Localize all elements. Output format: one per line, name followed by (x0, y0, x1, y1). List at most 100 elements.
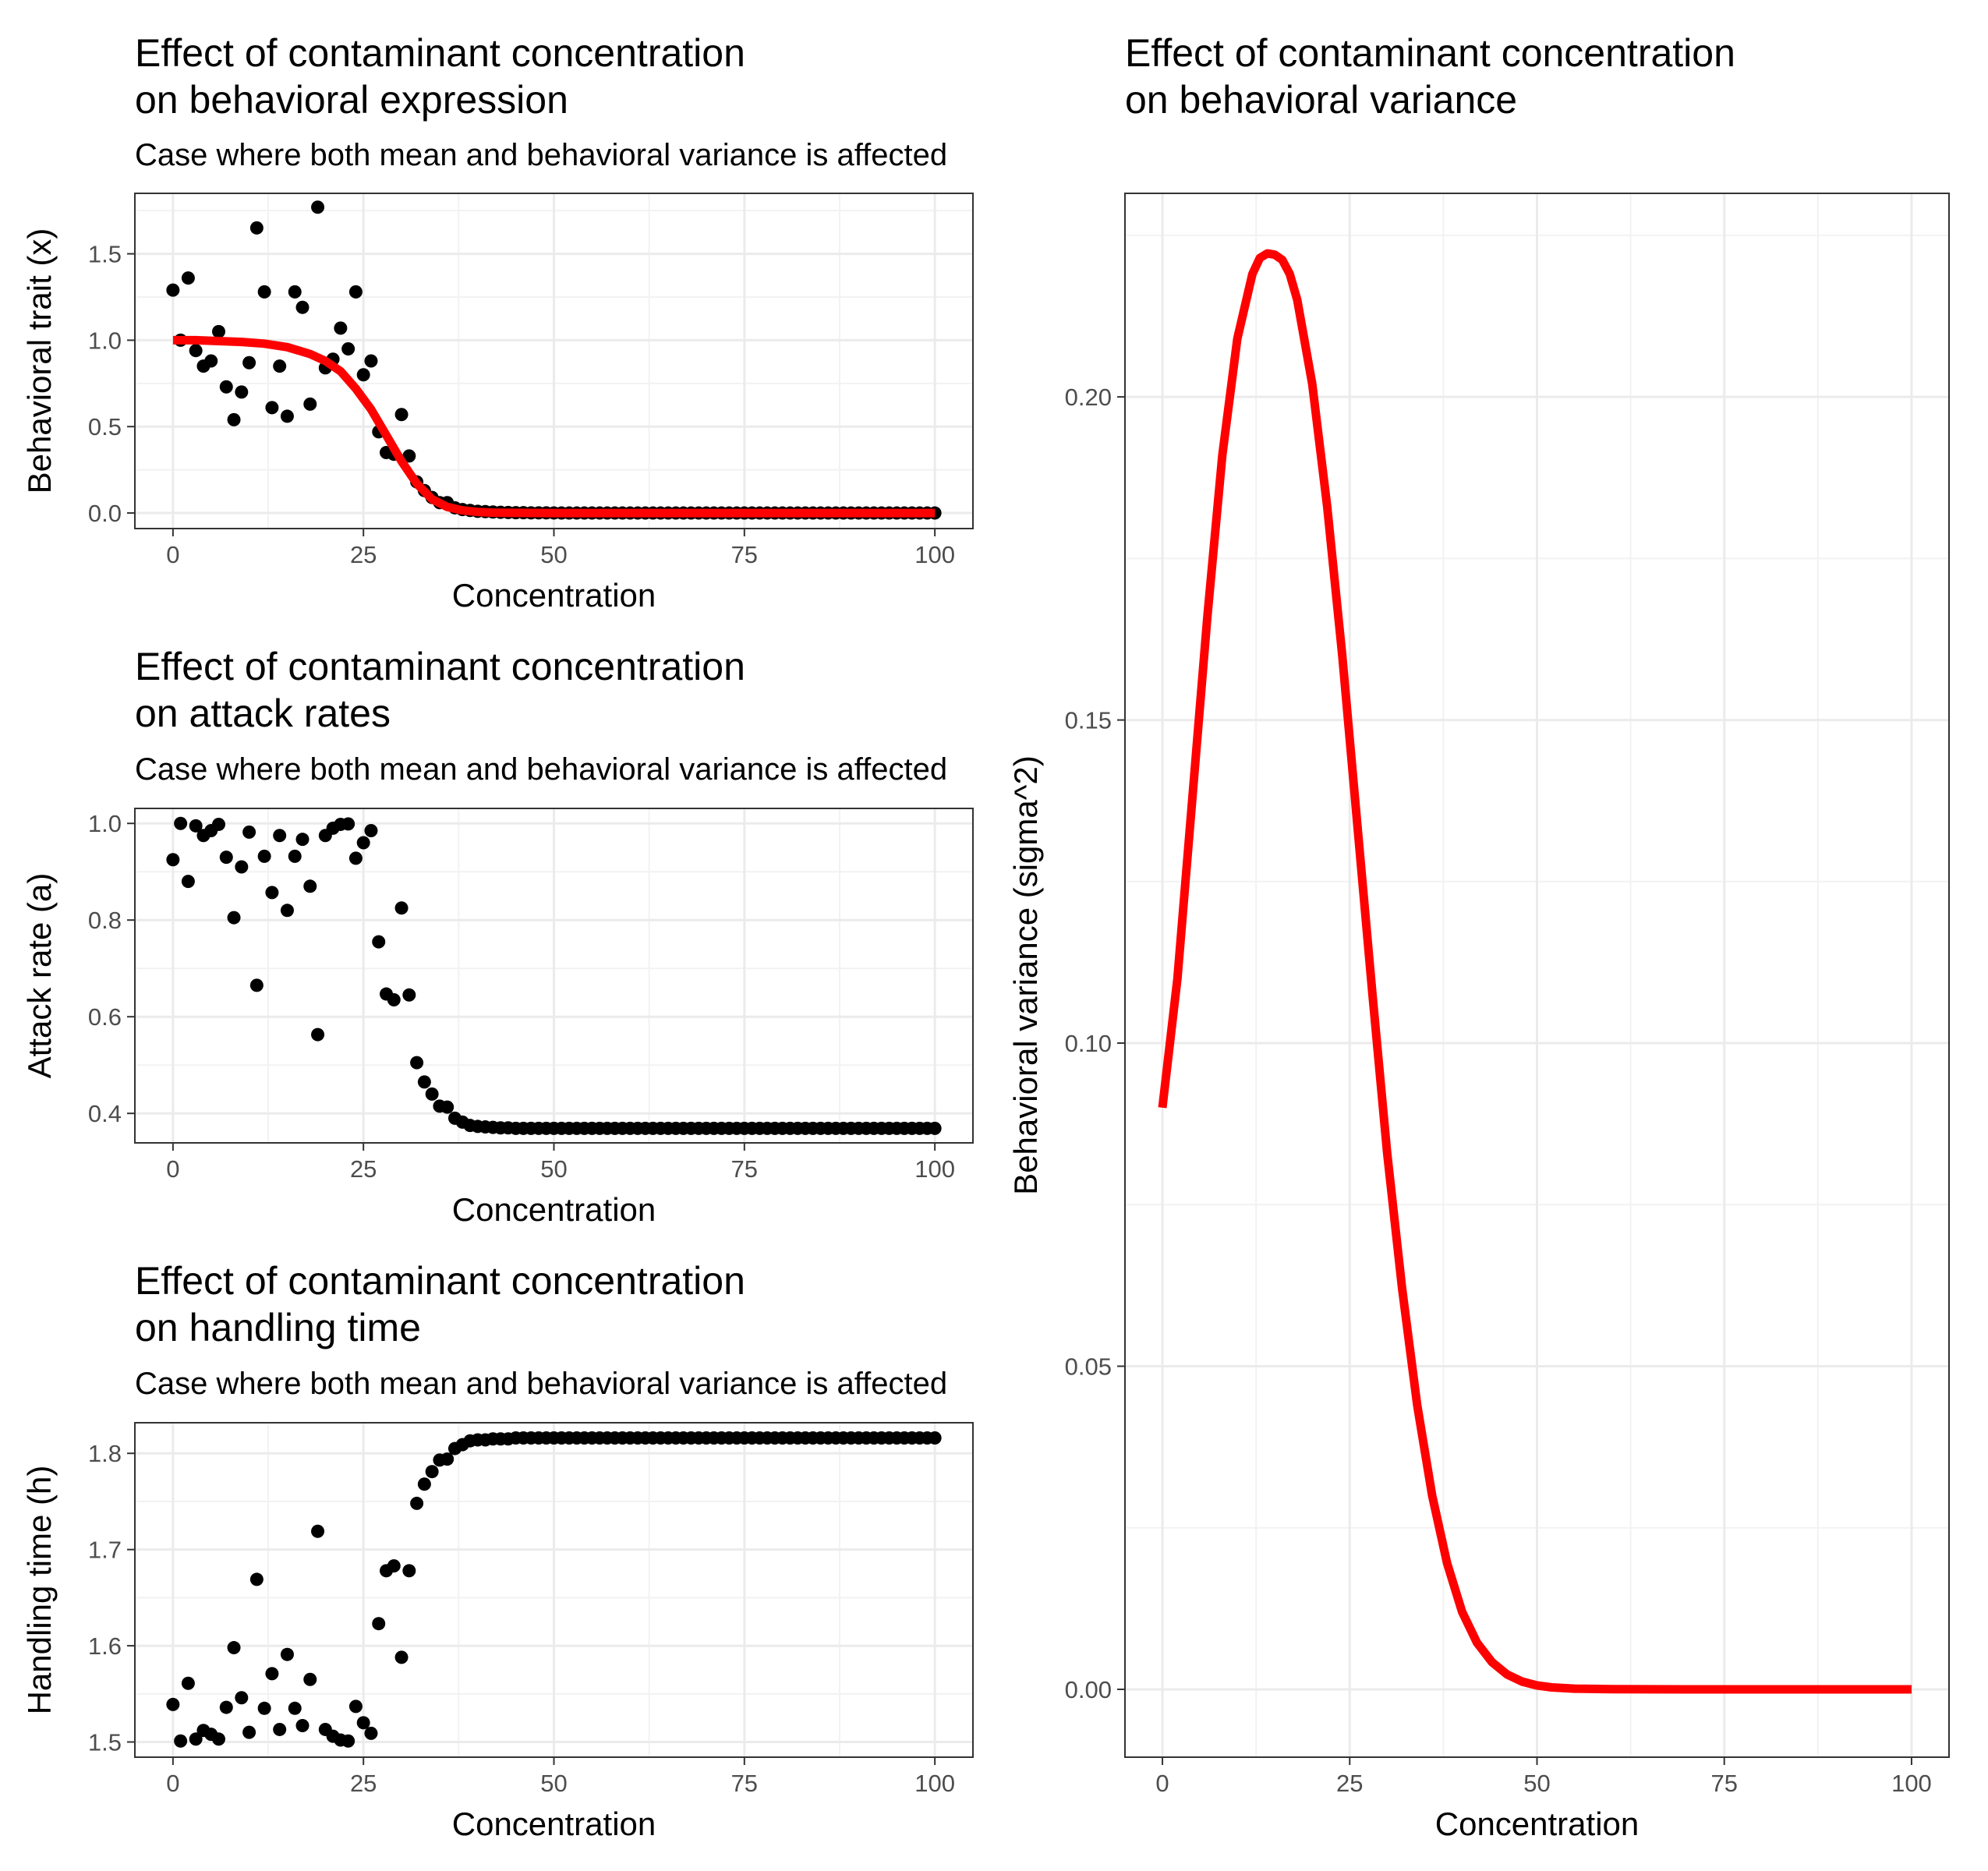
data-point (280, 904, 294, 918)
data-point (425, 1465, 439, 1479)
data-point (394, 901, 409, 915)
data-point (257, 1701, 271, 1715)
chart-subtitle: Case where both mean and behavioral vari… (135, 138, 947, 172)
data-point (189, 344, 203, 358)
x-tick-label: 50 (540, 1155, 567, 1183)
data-point (189, 1732, 203, 1746)
x-tick-label: 0 (166, 541, 179, 568)
data-point (227, 1641, 241, 1655)
data-point (303, 397, 317, 411)
data-point (303, 1672, 317, 1686)
data-point (235, 1691, 249, 1705)
y-tick-label: 1.5 (88, 241, 122, 268)
data-point (227, 412, 241, 426)
data-point (280, 409, 294, 423)
data-point (265, 401, 279, 415)
x-tick-label: 25 (350, 1155, 377, 1183)
data-point (387, 1559, 401, 1573)
chart-title-line: on attack rates (135, 691, 391, 735)
y-tick-label: 0.05 (1065, 1353, 1112, 1381)
x-tick-label: 25 (350, 541, 377, 568)
data-point (348, 285, 363, 299)
x-axis-title: Concentration (1435, 1806, 1640, 1842)
x-tick-label: 50 (540, 541, 567, 568)
data-point (273, 829, 287, 843)
data-point (410, 1056, 424, 1070)
data-point (212, 817, 225, 831)
data-point (417, 1477, 431, 1491)
x-tick-label: 100 (1891, 1770, 1932, 1797)
x-tick-label: 50 (540, 1770, 567, 1797)
data-point (295, 1719, 310, 1733)
data-point (372, 935, 386, 949)
data-point (181, 1676, 195, 1690)
x-axis-title: Concentration (452, 577, 656, 614)
data-point (402, 988, 416, 1002)
data-point (219, 380, 233, 394)
data-point (166, 1697, 180, 1711)
fitted-curve (1158, 249, 1912, 1694)
y-tick-label: 1.0 (88, 327, 122, 354)
data-layer (166, 200, 942, 520)
data-point (280, 1647, 294, 1661)
x-axis-title: Concentration (452, 1806, 656, 1842)
data-point (356, 1716, 370, 1730)
y-tick-label: 0.8 (88, 907, 122, 934)
x-tick-label: 100 (914, 541, 955, 568)
data-point (364, 824, 378, 838)
y-tick-label: 0.15 (1065, 707, 1112, 734)
data-point (440, 1100, 455, 1114)
x-tick-label: 25 (1336, 1770, 1363, 1797)
x-tick-label: 0 (1155, 1770, 1169, 1797)
y-axis-title: Behavioral trait (x) (21, 228, 58, 494)
x-tick-label: 0 (166, 1770, 179, 1797)
x-tick-label: 75 (731, 541, 758, 568)
data-point (204, 354, 218, 368)
x-tick-label: 75 (731, 1155, 758, 1183)
data-point (341, 817, 356, 831)
x-tick-label: 50 (1523, 1770, 1550, 1797)
data-point (242, 355, 256, 370)
data-point (311, 200, 325, 214)
data-point (273, 359, 287, 373)
data-point (235, 385, 249, 399)
data-point (364, 1726, 378, 1740)
fitted-curve (172, 335, 936, 518)
data-layer (1158, 249, 1912, 1694)
data-point (348, 1699, 363, 1714)
chart-attack: Effect of contaminant concentration on a… (21, 645, 974, 1228)
data-point (189, 819, 203, 833)
data-point (387, 992, 401, 1006)
x-tick-label: 100 (914, 1770, 955, 1797)
data-point (242, 1725, 256, 1739)
data-point (364, 354, 378, 368)
data-point (219, 851, 233, 865)
y-tick-label: 0.0 (88, 500, 122, 527)
data-point (166, 853, 180, 867)
data-point (219, 1700, 233, 1714)
data-point (181, 875, 195, 889)
data-point (257, 849, 271, 863)
data-point (356, 836, 370, 850)
data-point (311, 1027, 325, 1042)
data-point (288, 1701, 302, 1715)
data-point (235, 860, 249, 874)
data-point (394, 1650, 409, 1664)
x-tick-label: 75 (1710, 1770, 1737, 1797)
data-point (402, 1564, 416, 1578)
data-point (372, 1617, 386, 1631)
data-point (249, 221, 264, 235)
x-tick-label: 0 (166, 1155, 179, 1183)
y-tick-label: 1.6 (88, 1632, 122, 1660)
data-point (334, 321, 348, 335)
y-tick-label: 1.5 (88, 1729, 122, 1756)
chart-title-line: Effect of contaminant concentration (135, 31, 745, 75)
y-tick-label: 1.7 (88, 1537, 122, 1564)
data-point (425, 1087, 439, 1101)
data-point (341, 1734, 356, 1748)
y-tick-label: 1.0 (88, 810, 122, 837)
data-point (265, 1667, 279, 1681)
data-point (348, 851, 363, 865)
y-tick-label: 1.8 (88, 1440, 122, 1467)
data-point (249, 978, 264, 992)
